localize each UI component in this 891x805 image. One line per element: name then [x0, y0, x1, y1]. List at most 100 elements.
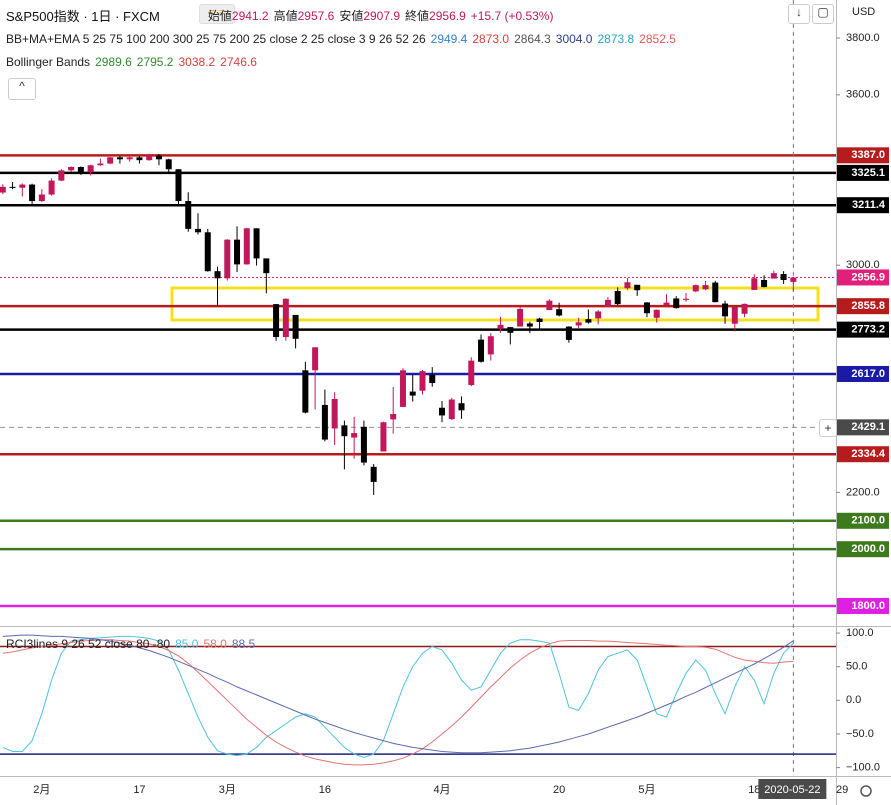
candle-body: [380, 422, 387, 452]
candle-body: [107, 157, 114, 164]
x-tick-label: 5月: [638, 784, 655, 796]
candle-body: [9, 186, 16, 188]
x-tick-label: 20: [553, 784, 565, 796]
candle-body: [263, 258, 270, 274]
candle-body: [487, 336, 494, 355]
ohlc-item: 安値2907.9: [339, 7, 400, 24]
level-label-box: [837, 365, 889, 382]
crosshair-add-button[interactable]: +: [819, 419, 837, 437]
candle-body: [97, 163, 104, 166]
level-label: 2334.4: [851, 448, 886, 460]
candle-body: [790, 277, 797, 282]
candle-body: [741, 303, 748, 314]
candle-body: [643, 302, 650, 314]
level-label: 2429.1: [851, 421, 885, 433]
x-tick-label: 3月: [219, 784, 236, 796]
candle-body: [292, 314, 299, 339]
candle-body: [673, 298, 680, 309]
change: +15.7 (+0.53%): [470, 8, 554, 23]
candle-body: [507, 327, 514, 333]
candle-body: [439, 407, 445, 416]
candle-body: [565, 326, 572, 340]
candle-body: [653, 309, 660, 318]
candle-body: [614, 291, 621, 305]
candle-body: [273, 304, 280, 338]
candle-body: [419, 371, 426, 391]
candle-body: [761, 279, 768, 288]
level-label: 3387.0: [851, 149, 885, 161]
ohlc-label: 高値: [273, 9, 298, 23]
rci-line: [2, 634, 794, 754]
candle-body: [458, 403, 465, 411]
y-tick-label: −50.0: [846, 728, 874, 740]
maximize-button[interactable]: ▢: [812, 4, 834, 24]
candle-body: [155, 155, 162, 160]
level-label-box: [837, 512, 889, 529]
candle-body: [116, 157, 123, 160]
settings-icon[interactable]: [860, 785, 872, 797]
level-label-box: [837, 298, 889, 315]
candle-body: [390, 414, 397, 420]
collapse-button[interactable]: ^: [8, 78, 36, 100]
indicator-value: 2864.3: [514, 32, 551, 46]
level-label-box: [837, 597, 889, 614]
candle-body: [780, 274, 787, 280]
level-label: 2956.9: [851, 271, 885, 283]
x-tick-label: 2月: [33, 784, 50, 796]
candle-body: [253, 228, 260, 259]
rci-value: 85.0: [175, 637, 199, 651]
ohlc-value: 2957.6: [297, 9, 335, 23]
download-button[interactable]: ↓: [788, 4, 810, 24]
candle-body: [48, 180, 55, 195]
candle-body: [517, 308, 524, 327]
ohlc-label: 安値: [339, 9, 364, 23]
header-row: S&P500指数 · 1日 · FXCM 始値2941.2 高値2957.6 安値29…: [6, 6, 553, 25]
candle-body: [751, 278, 758, 290]
rci-line: [2, 635, 794, 759]
level-label-box: [837, 321, 889, 338]
level-label-box: [837, 147, 889, 164]
candle-body: [536, 318, 543, 323]
level-label: 2100.0: [851, 515, 885, 527]
level-label-box: [837, 269, 889, 286]
candle-body: [341, 425, 348, 437]
candle-body: [321, 404, 328, 440]
candle-body: [0, 186, 6, 193]
level-label-box: [837, 541, 889, 558]
candle-body: [624, 282, 631, 289]
candle-body: [146, 155, 153, 161]
candle-body: [136, 157, 143, 161]
candle-body: [556, 309, 563, 316]
ohlc-value: 2907.9: [363, 9, 401, 23]
candle-body: [360, 426, 367, 463]
y-tick-label: 50.0: [846, 661, 867, 673]
x-tick-label: 18: [748, 784, 760, 796]
level-label: 2773.2: [851, 324, 885, 336]
x-tick-label: 29: [836, 784, 848, 796]
candle-body: [478, 339, 485, 362]
candle-body: [370, 466, 377, 482]
ohlc-value: 2941.2: [231, 9, 269, 23]
ohlc-item: 終値2956.9: [405, 7, 466, 24]
candle-body: [399, 370, 406, 407]
y-tick-label: 0.0: [846, 694, 861, 706]
rci-title: RCI3lines 9 26 52 close 80 -80: [6, 637, 171, 651]
level-label-box: [837, 419, 889, 436]
indicator-name: BB+MA+EMA 5 25 75 100 200 300 25 75 200 …: [6, 32, 426, 46]
level-label-box: [837, 164, 889, 181]
candle-body: [302, 370, 309, 413]
toggle-icons[interactable]: = ≈: [199, 4, 235, 24]
currency: USD: [852, 6, 875, 18]
candle-body: [702, 285, 709, 290]
candle-body: [68, 166, 75, 171]
level-label: 2000.0: [851, 543, 885, 555]
indicator-value: 3004.0: [555, 32, 593, 46]
candle-body: [243, 228, 250, 265]
candle-body: [429, 374, 436, 384]
y-tick-label: 100.0: [846, 627, 874, 639]
highlight-zone: [170, 286, 820, 322]
indicator-value: 2873.8: [597, 32, 635, 46]
indicator-legend: Bollinger Bands 2989.6 2795.2 3038.2 2746.6: [6, 55, 257, 69]
indicator-legend: BB+MA+EMA 5 25 75 100 200 300 25 75 200 …: [6, 32, 676, 46]
